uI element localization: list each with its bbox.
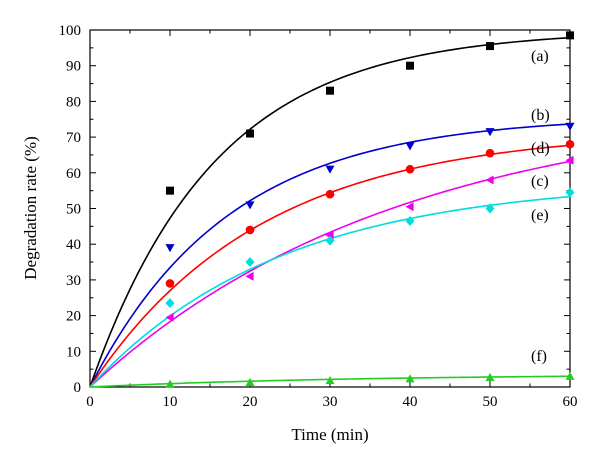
series-label: (e) (531, 207, 549, 224)
y-tick-label: 100 (59, 23, 82, 39)
y-tick-label: 60 (66, 166, 81, 182)
series-label: (c) (531, 173, 549, 190)
y-tick-label: 10 (66, 344, 81, 360)
triangle-left-marker (245, 271, 254, 281)
circle-marker (325, 189, 335, 199)
square-marker (166, 186, 174, 195)
x-tick-label: 0 (86, 394, 94, 410)
axis-ticks (89, 29, 571, 388)
x-tick-label: 30 (323, 394, 338, 410)
circle-marker (165, 279, 175, 288)
square-marker (566, 31, 574, 40)
y-tick-label: 30 (66, 273, 81, 289)
diamond-marker (325, 235, 335, 246)
x-tick-label: 40 (403, 394, 418, 410)
y-axis-title: Degradation rate (%) (21, 136, 40, 279)
y-tick-label: 20 (66, 309, 81, 325)
triangle-down-marker (485, 128, 495, 137)
data-markers (165, 31, 575, 388)
triangle-left-marker (485, 175, 494, 185)
diamond-marker (485, 203, 495, 214)
circle-marker (405, 164, 415, 174)
series-labels: (a) (b) (d) (c) (e) (f) (531, 48, 550, 365)
diamond-marker (565, 187, 575, 198)
circle-marker (565, 139, 575, 149)
square-marker (406, 61, 414, 70)
series-label: (b) (531, 107, 550, 124)
y-tick-label: 90 (66, 59, 81, 75)
x-tick-label: 50 (483, 394, 498, 410)
y-tick-label: 80 (66, 94, 81, 110)
circle-marker (485, 148, 495, 158)
square-marker (326, 86, 334, 95)
fit-curve (89, 123, 571, 388)
x-tick-label: 60 (563, 394, 578, 410)
x-tick-label: 10 (163, 394, 178, 410)
plot-frame (89, 29, 571, 388)
diamond-marker (405, 216, 415, 226)
x-axis-title: Time (min) (291, 425, 368, 444)
triangle-down-marker (165, 244, 175, 253)
triangle-left-marker (565, 155, 574, 165)
y-tick-label: 70 (66, 130, 81, 146)
triangle-down-marker (565, 122, 575, 131)
plot-border (89, 29, 571, 388)
triangle-up-marker (245, 377, 255, 386)
x-tick-label: 20 (243, 394, 258, 410)
y-tick-label: 40 (66, 237, 81, 253)
triangle-left-marker (405, 202, 414, 212)
series-label: (f) (531, 348, 547, 365)
fit-curve (89, 195, 571, 388)
triangle-down-marker (325, 165, 335, 174)
diamond-marker (245, 257, 255, 267)
triangle-up-marker (405, 374, 415, 383)
diamond-marker (165, 298, 175, 309)
tick-labels: 0 10 20 30 40 50 60 0 10 20 30 40 50 60 70 80 90 100 (59, 23, 578, 410)
triangle-down-marker (245, 201, 255, 210)
y-tick-label: 0 (74, 380, 82, 396)
triangle-down-marker (405, 142, 415, 151)
triangle-left-marker (165, 312, 174, 322)
circle-marker (245, 225, 255, 235)
triangle-up-marker (165, 379, 175, 388)
fit-curve (89, 144, 571, 388)
triangle-up-marker (485, 372, 495, 381)
series-label: (d) (531, 140, 550, 157)
series-label: (a) (531, 48, 549, 65)
triangle-up-marker (325, 376, 335, 385)
y-tick-label: 50 (66, 202, 81, 218)
triangle-up-marker (565, 371, 575, 380)
square-marker (486, 42, 494, 51)
square-marker (246, 129, 254, 138)
